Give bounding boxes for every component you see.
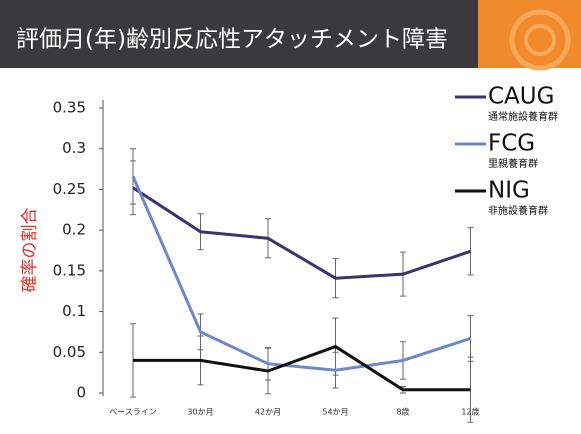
y-tick-label: 0.1 bbox=[62, 302, 86, 320]
y-tick-label: 0.3 bbox=[62, 139, 86, 157]
series-line bbox=[132, 186, 471, 280]
x-tick-label: 54か月 bbox=[322, 408, 348, 417]
decoration-ring bbox=[524, 24, 556, 56]
series-line bbox=[133, 344, 471, 392]
x-tick-label: ベースライン bbox=[109, 408, 157, 417]
x-tick-label: 30か月 bbox=[187, 408, 213, 417]
legend-label: CAUG bbox=[488, 84, 554, 110]
y-tick-label: 0.35 bbox=[53, 99, 86, 117]
y-tick-label: 0.15 bbox=[53, 261, 86, 279]
legend-label: FCG bbox=[488, 131, 535, 157]
decoration-ring bbox=[509, 9, 571, 71]
legend-description: 里親養育群 bbox=[488, 157, 538, 170]
y-tick-label: 0.05 bbox=[53, 343, 86, 361]
y-tick-label: 0 bbox=[76, 384, 86, 402]
chart-title: 評価月(年)齢別反応性アタッチメント障害 bbox=[16, 27, 448, 53]
legend-label: NIG bbox=[488, 178, 530, 204]
series-line bbox=[131, 175, 471, 372]
y-tick-label: 0.2 bbox=[62, 221, 86, 239]
y-tick-label: 0.25 bbox=[53, 180, 86, 198]
x-tick-label: 42か月 bbox=[255, 408, 281, 417]
legend-description: 通常施設養育群 bbox=[488, 110, 558, 123]
y-axis-label: 確率の割合 bbox=[20, 208, 40, 293]
legend-description: 非施設養育群 bbox=[488, 204, 548, 217]
x-tick-label: 8歳 bbox=[396, 407, 409, 417]
